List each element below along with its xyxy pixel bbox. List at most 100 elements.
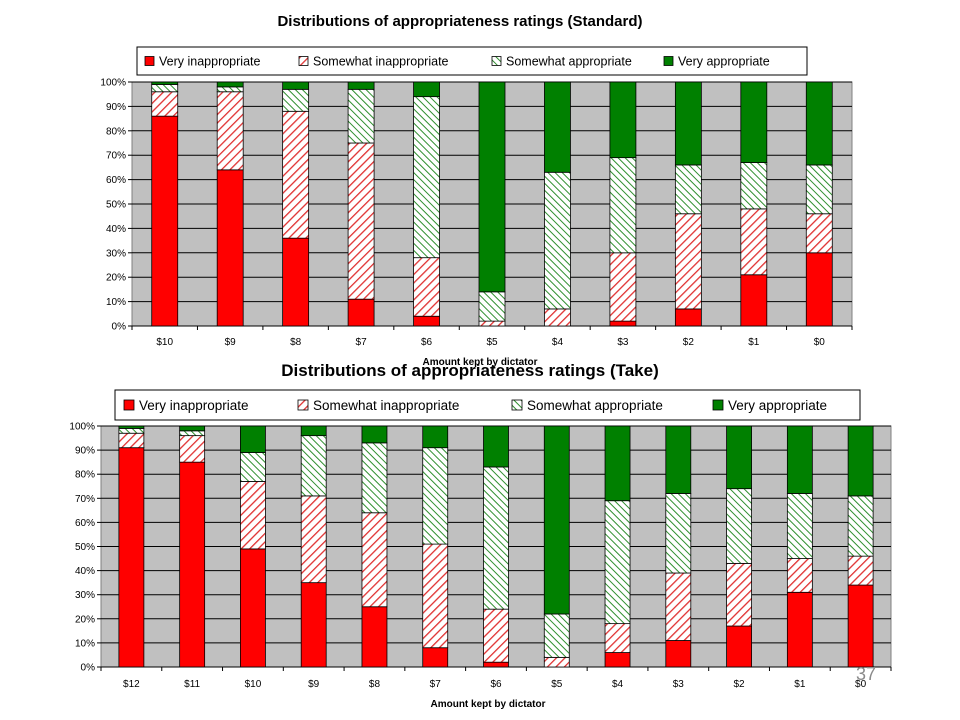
bar-segment-very-appropriate: [847, 425, 874, 497]
y-tick-label: 10%: [75, 638, 95, 649]
x-tick-label: $0: [814, 337, 826, 348]
y-tick-label: 40%: [75, 566, 95, 577]
legend-swatch-somewhat-inappropriate: [298, 56, 309, 66]
bar-segment-somewhat-appropriate: [544, 171, 571, 310]
legend-label-somewhat-inappropriate: Somewhat inappropriate: [313, 55, 449, 69]
bar-segment-very-appropriate: [483, 425, 509, 468]
bar-segment-somewhat-inappropriate: [118, 432, 145, 449]
legend-swatch-very-appropriate: [712, 399, 724, 411]
bar-segment-very-appropriate: [118, 425, 145, 429]
bar-segment-somewhat-inappropriate: [604, 623, 631, 653]
legend-label-somewhat-appropriate: Somewhat appropriate: [506, 55, 632, 69]
bar-segment-very-appropriate: [282, 81, 310, 90]
bar-segment-very-appropriate: [478, 81, 506, 293]
x-tick-label: $9: [308, 679, 320, 690]
y-tick-label: 80%: [75, 470, 95, 481]
bar-segment-somewhat-inappropriate: [483, 608, 509, 663]
legend-label-very-inappropriate: Very inappropriate: [139, 398, 249, 413]
bar-segment-very-appropriate: [543, 425, 570, 615]
bar-segment-somewhat-inappropriate: [422, 543, 449, 649]
bar-segment-very-appropriate: [604, 425, 631, 502]
bar-segment-somewhat-inappropriate: [786, 558, 813, 593]
x-tick-label: $12: [123, 679, 140, 690]
legend-swatch-very-inappropriate: [123, 399, 135, 411]
y-tick-label: 20%: [106, 273, 126, 284]
bar-segment-very-inappropriate: [282, 237, 310, 327]
legend-label-very-appropriate: Very appropriate: [728, 398, 827, 413]
bar-segment-very-inappropriate: [300, 582, 327, 668]
x-tick-label: $5: [551, 679, 563, 690]
x-tick-label: $0: [855, 679, 867, 690]
bar-segment-somewhat-inappropriate: [240, 481, 266, 550]
bar-segment-somewhat-inappropriate: [544, 308, 571, 327]
bar-segment-somewhat-inappropriate: [361, 512, 388, 608]
bar-segment-very-inappropriate: [361, 606, 388, 668]
bar-segment-somewhat-inappropriate: [216, 91, 244, 171]
y-tick-label: 70%: [75, 494, 95, 505]
bar-segment-very-inappropriate: [151, 115, 179, 327]
x-tick-label: $3: [617, 337, 629, 348]
y-tick-label: 90%: [75, 446, 95, 457]
legend-box: [114, 389, 861, 421]
chart-take: Distributions of appropriateness ratings…: [69, 361, 892, 710]
y-tick-label: 30%: [75, 590, 95, 601]
legend-swatch-very-appropriate: [663, 56, 674, 66]
bar-segment-very-appropriate: [805, 81, 833, 166]
bar-segment-somewhat-inappropriate: [740, 208, 768, 276]
bar-segment-very-inappropriate: [726, 625, 752, 668]
y-tick-label: 70%: [106, 151, 126, 162]
bar-segment-somewhat-appropriate: [179, 430, 206, 437]
bar-segment-very-inappropriate: [216, 169, 244, 327]
x-axis-title: Amount kept by dictator: [422, 357, 537, 368]
bar-segment-somewhat-inappropriate: [543, 656, 570, 668]
bar-segment-very-appropriate: [413, 81, 440, 98]
bar-segment-somewhat-appropriate: [665, 493, 692, 574]
bar-segment-somewhat-appropriate: [347, 88, 375, 144]
legend-label-very-inappropriate: Very inappropriate: [159, 55, 261, 69]
chart-title: Distributions of appropriateness ratings…: [281, 361, 659, 380]
bar-segment-somewhat-inappropriate: [665, 572, 692, 641]
bar-segment-somewhat-inappropriate: [151, 91, 179, 117]
legend-swatch-somewhat-appropriate: [511, 399, 523, 411]
bar-segment-somewhat-inappropriate: [300, 495, 327, 584]
bar-segment-somewhat-inappropriate: [413, 257, 440, 317]
bar-segment-very-appropriate: [179, 425, 206, 432]
bar-segment-somewhat-appropriate: [847, 495, 874, 557]
bar-segment-somewhat-inappropriate: [478, 320, 506, 327]
bar-segment-very-inappropriate: [665, 640, 692, 668]
y-tick-label: 60%: [75, 518, 95, 529]
legend: Very inappropriate Somewhat inappropriate…: [136, 46, 808, 76]
legend-label-somewhat-inappropriate: Somewhat inappropriate: [313, 398, 459, 413]
bar-segment-very-inappropriate: [604, 652, 631, 668]
bar-segment-somewhat-inappropriate: [847, 555, 874, 586]
bar-segment-somewhat-appropriate: [543, 613, 570, 658]
bar-segment-somewhat-inappropriate: [726, 562, 752, 627]
page-number: 37: [856, 664, 877, 684]
legend-swatch-somewhat-appropriate: [491, 56, 502, 66]
x-tick-label: $2: [734, 679, 746, 690]
bar-segment-very-inappropriate: [413, 315, 440, 327]
bar-segment-very-inappropriate: [422, 647, 449, 668]
x-axis-title: Amount kept by dictator: [430, 699, 545, 710]
bar-segment-very-inappropriate: [609, 320, 637, 327]
y-tick-label: 20%: [75, 614, 95, 625]
x-tick-label: $9: [225, 337, 237, 348]
bar-segment-somewhat-inappropriate: [179, 435, 206, 463]
bar-segment-very-inappropriate: [240, 548, 266, 668]
bar-segment-very-appropriate: [609, 81, 637, 159]
bar-segment-somewhat-appropriate: [151, 84, 179, 93]
bar-segment-somewhat-appropriate: [300, 435, 327, 497]
x-tick-label: $1: [748, 337, 760, 348]
y-tick-label: 90%: [106, 102, 126, 113]
bar-segment-somewhat-inappropriate: [347, 142, 375, 300]
legend: Very inappropriate Somewhat inappropriate…: [114, 389, 861, 421]
bar-segment-very-appropriate: [786, 425, 813, 494]
bar-segment-somewhat-appropriate: [674, 164, 702, 215]
legend-box: [136, 46, 808, 76]
bar-segment-very-inappropriate: [179, 461, 206, 668]
x-tick-label: $8: [290, 337, 302, 348]
bar-segment-very-appropriate: [216, 81, 244, 88]
bar-segment-somewhat-inappropriate: [609, 252, 637, 322]
y-tick-label: 80%: [106, 126, 126, 137]
